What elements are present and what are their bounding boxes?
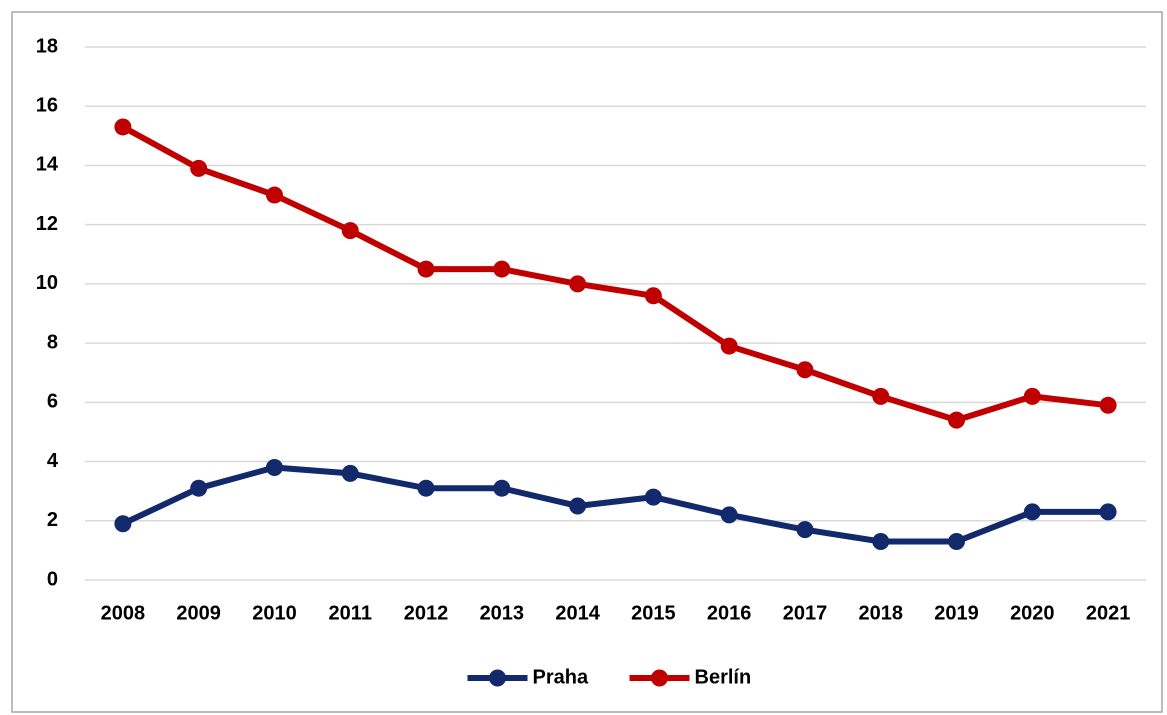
legend-label: Praha bbox=[533, 666, 589, 688]
chart-border bbox=[11, 11, 1163, 713]
data-point bbox=[872, 387, 890, 405]
x-tick-label: 2014 bbox=[555, 602, 600, 624]
data-point bbox=[796, 521, 814, 539]
data-point bbox=[720, 337, 738, 355]
data-point bbox=[1099, 396, 1117, 414]
y-tick-label: 8 bbox=[47, 331, 58, 353]
x-tick-label: 2018 bbox=[859, 602, 904, 624]
y-tick-label: 12 bbox=[36, 213, 58, 235]
data-point bbox=[948, 533, 966, 551]
data-point bbox=[417, 479, 435, 497]
data-point bbox=[341, 464, 359, 482]
data-point bbox=[872, 533, 890, 551]
data-point bbox=[417, 260, 435, 278]
y-tick-label: 18 bbox=[36, 35, 58, 57]
x-tick-label: 2017 bbox=[783, 602, 828, 624]
x-tick-label: 2008 bbox=[101, 602, 146, 624]
y-tick-label: 0 bbox=[47, 568, 58, 590]
data-point bbox=[1023, 387, 1041, 405]
data-point bbox=[114, 515, 132, 533]
legend-marker bbox=[489, 669, 506, 687]
x-tick-label: 2021 bbox=[1086, 602, 1131, 624]
data-point bbox=[720, 506, 738, 524]
data-point bbox=[569, 497, 587, 515]
data-point bbox=[493, 479, 511, 497]
y-tick-label: 2 bbox=[47, 509, 58, 531]
y-tick-label: 16 bbox=[36, 95, 58, 117]
x-tick-label: 2010 bbox=[252, 602, 297, 624]
legend-label: Berlín bbox=[695, 666, 752, 688]
x-tick-label: 2020 bbox=[1010, 602, 1055, 624]
data-point bbox=[114, 118, 132, 136]
x-tick-label: 2011 bbox=[329, 602, 372, 624]
data-point bbox=[341, 222, 359, 240]
x-tick-label: 2019 bbox=[934, 602, 979, 624]
data-point bbox=[644, 488, 662, 506]
legend-marker bbox=[651, 669, 668, 687]
data-point bbox=[948, 411, 966, 429]
data-point bbox=[190, 159, 208, 177]
data-point bbox=[190, 479, 208, 497]
x-tick-label: 2015 bbox=[631, 602, 676, 624]
x-tick-label: 2016 bbox=[707, 602, 752, 624]
y-tick-label: 4 bbox=[47, 450, 59, 472]
data-point bbox=[1023, 503, 1041, 521]
data-point bbox=[265, 458, 283, 476]
y-tick-label: 6 bbox=[47, 391, 58, 413]
y-tick-label: 10 bbox=[36, 272, 58, 294]
x-tick-label: 2012 bbox=[404, 602, 449, 624]
data-point bbox=[265, 186, 283, 204]
data-point bbox=[493, 260, 511, 278]
x-tick-label: 2009 bbox=[176, 602, 221, 624]
series-line bbox=[121, 464, 1109, 545]
data-point bbox=[796, 361, 814, 379]
y-tick-label: 14 bbox=[36, 154, 59, 176]
data-point bbox=[569, 275, 587, 293]
x-tick-label: 2013 bbox=[480, 602, 525, 624]
data-point bbox=[644, 287, 662, 305]
series-line bbox=[121, 124, 1109, 424]
data-point bbox=[1099, 503, 1117, 521]
